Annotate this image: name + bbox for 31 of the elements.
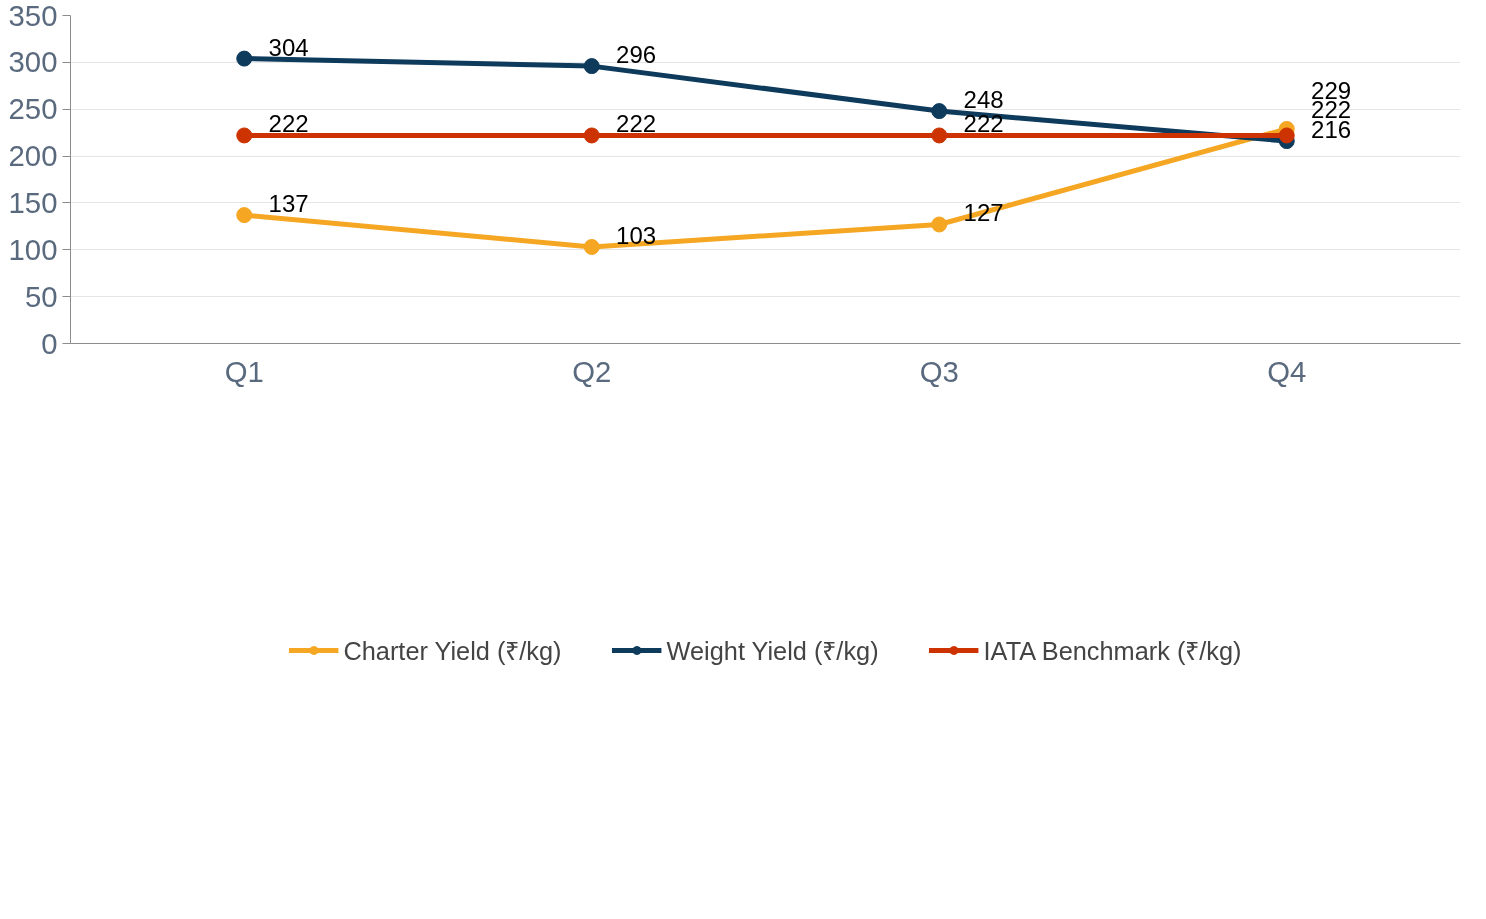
x-tick-label: Q1 [224,354,264,388]
point [236,50,253,67]
data-label: 222 [616,110,657,138]
data-label: 222 [268,110,309,138]
data-label: 103 [616,221,657,249]
legend-label: Weight Yield (₹/kg) [666,636,879,667]
y-tick-label: 50 [24,279,58,313]
x-tick-label: Q4 [1267,354,1307,388]
point [583,127,600,144]
legend-label: Charter Yield (₹/kg) [343,636,562,667]
point [236,207,253,224]
data-label: 296 [616,41,657,69]
y-tick-label: 100 [8,232,58,266]
y-tick-label: 0 [41,326,58,360]
data-label: 137 [268,190,309,218]
data-label: 304 [268,33,309,61]
point [931,127,948,144]
point [583,58,600,75]
legend-label: IATA Benchmark (₹/kg) [983,636,1242,667]
y-tick-label: 200 [8,139,58,173]
point [236,127,253,144]
point [583,238,600,255]
y-tick-label: 350 [8,0,58,32]
point [1278,127,1295,144]
y-tick-label: 250 [8,92,58,126]
y-tick-label: 300 [8,45,58,79]
x-tick-label: Q3 [919,354,959,388]
point [931,216,948,233]
y-tick-label: 150 [8,185,58,219]
point [931,103,948,120]
x-tick-label: Q2 [572,354,612,388]
